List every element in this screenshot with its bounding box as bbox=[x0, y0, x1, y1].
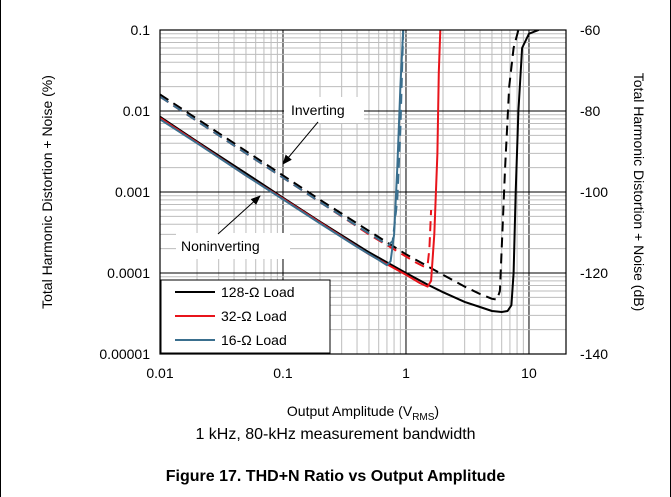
y-axis-left-title: Total Harmonic Distortion + Noise (%) bbox=[39, 75, 55, 309]
tick-labels: 0.01 0.1 1 10 0.00001 0.0001 0.001 0.01 0.1 -140 -… bbox=[99, 22, 608, 381]
x-tick-label: 1 bbox=[402, 365, 410, 381]
y-right-tick-label: -60 bbox=[580, 22, 600, 38]
x-axis-title-sub: RMS bbox=[412, 412, 435, 420]
legend-label-32: 32-Ω Load bbox=[221, 308, 287, 324]
legend-label-16: 16-Ω Load bbox=[221, 332, 287, 348]
y-left-tick-label: 0.0001 bbox=[107, 265, 150, 281]
y-left-tick-label: 0.001 bbox=[115, 184, 150, 200]
y-left-tick-label: 0.1 bbox=[131, 22, 151, 38]
legend-label-128: 128-Ω Load bbox=[221, 284, 295, 300]
series-line-3 bbox=[160, 95, 433, 268]
plot-border bbox=[159, 29, 567, 355]
y-right-tick-label: -140 bbox=[580, 346, 608, 362]
x-axis-title-main: Output Amplitude (V bbox=[287, 403, 413, 419]
annotation-inverting-arrow bbox=[282, 121, 319, 165]
x-tick-label: 10 bbox=[521, 365, 537, 381]
grid bbox=[159, 29, 567, 355]
annotation-inverting: Inverting bbox=[291, 102, 345, 118]
x-tick-label: 0.01 bbox=[146, 365, 173, 381]
series-line-4 bbox=[160, 30, 405, 267]
annotation-noninverting-bg bbox=[176, 233, 290, 259]
y-right-tick-label: -80 bbox=[580, 103, 600, 119]
legend: 128-Ω Load 32-Ω Load 16-Ω Load bbox=[160, 279, 331, 354]
x-axis-title-tail: ) bbox=[434, 403, 439, 419]
series-line-1 bbox=[160, 30, 520, 301]
thd-chart: 0.01 0.1 1 10 0.00001 0.0001 0.001 0.01 0.1 -140 -… bbox=[39, 22, 647, 420]
series-layer bbox=[160, 30, 540, 313]
y-right-tick-label: -120 bbox=[580, 265, 608, 281]
y-right-tick-label: -100 bbox=[580, 184, 608, 200]
series-line-5 bbox=[160, 30, 405, 247]
y-axis-right-title: Total Harmonic Distortion + Noise (dB) bbox=[631, 73, 647, 311]
chart-subtitle: 1 kHz, 80-kHz measurement bandwidth bbox=[195, 426, 476, 443]
x-axis-title: Output Amplitude (VRMS) bbox=[287, 403, 439, 420]
y-left-tick-label: 0.01 bbox=[123, 103, 150, 119]
annotations: Inverting Noninverting bbox=[176, 97, 364, 259]
annotation-noninverting: Noninverting bbox=[181, 238, 260, 254]
figure-caption: Figure 17. THD+N Ratio vs Output Amplitu… bbox=[165, 468, 506, 485]
annotation-inverting-bg bbox=[284, 97, 364, 123]
y-left-tick-label: 0.00001 bbox=[99, 346, 150, 362]
x-tick-label: 0.1 bbox=[273, 365, 293, 381]
annotation-noninverting-arrow bbox=[217, 195, 261, 235]
